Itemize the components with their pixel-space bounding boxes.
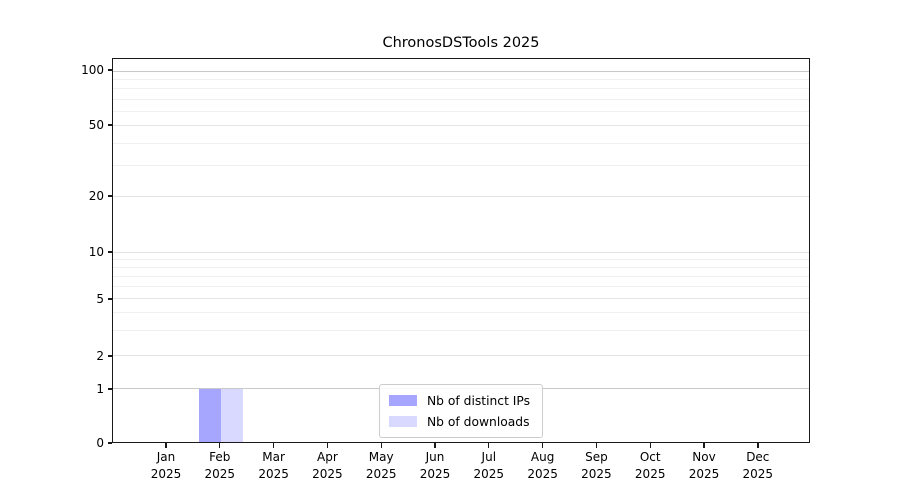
x-tick-mark [541,443,544,448]
gridline-major [113,125,809,127]
gridline-minor [113,266,809,268]
x-tick-mark [649,443,651,448]
x-tick-month: Oct [639,450,661,464]
gridline-minor [113,285,809,287]
x-tick-mark [326,443,329,448]
x-tick-year: 2025 [419,466,451,481]
y-tick-label: 50 [88,117,104,132]
x-tick-month: Feb [209,450,231,464]
x-tick-label: Jun 2025 [405,449,465,482]
x-tick-month: Jan [156,450,176,464]
legend: Nb of distinct IPs Nb of downloads [378,384,544,438]
y-tick-mark [107,124,112,126]
gridline-minor [113,275,809,277]
legend-label-distinct-ips: Nb of distinct IPs [426,393,531,408]
x-tick-month: Mar [262,450,285,464]
chart-title: ChronosDSTools 2025 [382,35,540,51]
x-tick-year: 2025 [473,466,505,481]
x-tick-month: Sep [585,450,608,464]
x-tick-year: 2025 [634,466,666,481]
x-tick-mark [757,443,759,448]
y-tick-label: 20 [88,188,104,203]
x-tick-mark [165,443,167,448]
x-tick-year: 2025 [581,466,612,481]
y-tick-label: 10 [88,245,104,260]
legend-swatch-distinct-ips [388,395,417,406]
x-tick-mark [380,443,382,448]
bars-layer [113,59,809,442]
x-tick-year: 2025 [258,466,289,481]
legend-label-downloads: Nb of downloads [426,414,530,429]
x-tick-label: Dec 2025 [728,449,788,482]
gridline-minor [113,79,809,81]
y-tick-label: 0 [96,436,104,450]
x-tick-year: 2025 [365,466,397,481]
gridline-major [113,251,809,253]
gridline-minor [113,258,809,260]
y-tick-mark [107,69,112,71]
gridline-major [113,298,809,300]
x-tick-mark [272,443,275,448]
x-tick-year: 2025 [150,466,182,481]
x-tick-year: 2025 [527,466,558,481]
x-tick-mark [703,443,705,448]
x-tick-label: Jan 2025 [136,449,196,482]
x-tick-year: 2025 [688,466,720,481]
legend-swatch-downloads [388,416,417,427]
x-tick-month: Dec [746,450,770,464]
gridline-major [113,195,809,197]
y-tick-mark [107,355,112,357]
gridline-major [113,70,809,72]
x-tick-label: Oct 2025 [620,449,680,482]
y-tick-label: 5 [96,292,104,306]
legend-item-downloads: Nb of downloads [388,413,530,430]
gridline-major [113,354,809,356]
x-tick-label: Sep 2025 [566,449,626,482]
x-tick-label: Jul 2025 [459,449,519,482]
y-tick-mark [107,298,112,300]
y-tick-mark [107,251,112,253]
legend-item-distinct-ips: Nb of distinct IPs [388,392,531,409]
gridline-minor [113,311,809,313]
gridline-minor [113,111,809,113]
x-tick-month: May [368,450,394,464]
x-tick-label: May 2025 [351,449,411,482]
x-tick-mark [488,443,490,448]
gridline-minor [113,329,809,331]
y-tick-mark [107,442,112,444]
y-tick-label: 100 [81,62,104,77]
gridline-minor [113,142,809,144]
x-tick-month: Apr [317,450,338,464]
x-tick-label: Mar 2025 [244,449,304,482]
plot-area: Nb of distinct IPs Nb of downloads [112,58,810,443]
y-tick-label: 1 [96,382,104,397]
x-tick-mark [595,443,598,448]
x-tick-label: Apr 2025 [297,449,357,482]
gridline-minor [113,88,809,90]
x-tick-mark [219,443,221,448]
x-tick-mark [434,443,436,448]
gridline-minor [113,98,809,100]
x-tick-month: Jun [425,450,445,464]
bar-feb-downloads [220,388,243,442]
gridline-minor [113,164,809,166]
x-tick-month: Aug [530,450,555,464]
x-tick-month: Nov [692,450,716,464]
y-tick-mark [107,388,112,390]
x-tick-label: Nov 2025 [674,449,734,482]
y-tick-label: 2 [96,348,104,363]
x-tick-year: 2025 [204,466,236,481]
bar-feb-distinct-ips [198,388,221,442]
x-tick-year: 2025 [742,466,774,481]
x-tick-month: Jul [481,450,497,464]
y-tick-mark [107,195,112,197]
x-tick-label: Feb 2025 [190,449,250,482]
x-tick-year: 2025 [312,466,343,481]
x-tick-label: Aug 2025 [513,449,573,482]
